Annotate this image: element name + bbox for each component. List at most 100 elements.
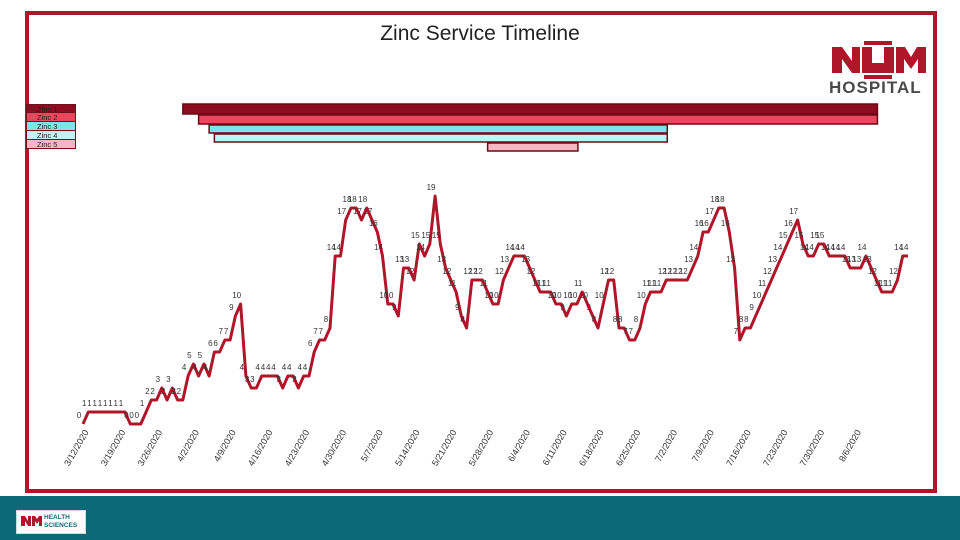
data-label: 8 [744,315,749,324]
data-label: 15 [411,231,420,240]
data-label: 12 [605,267,614,276]
data-label: 1 [87,399,92,408]
data-label: 11 [479,279,488,288]
unm-footer-logo-icon [21,516,42,526]
data-label: 11 [874,279,883,288]
x-tick-label: 4/16/2020 [246,428,275,468]
legend-entry: Zinc 4 [26,131,76,140]
data-label: 4 [192,363,197,372]
data-label: 0 [135,411,140,420]
data-label: 12 [526,267,535,276]
data-label: 6 [213,339,218,348]
x-tick-label: 6/25/2020 [614,428,643,468]
data-label: 15 [815,231,824,240]
data-label: 9 [229,303,234,312]
data-label: 18 [358,195,367,204]
data-label: 12 [600,267,609,276]
data-label: 13 [684,255,693,264]
data-label: 12 [668,267,677,276]
data-label: 14 [858,243,867,252]
x-tick-label: 7/23/2020 [761,428,790,468]
data-label: 9 [560,303,565,312]
data-label: 10 [579,291,588,300]
data-label: 10 [385,291,394,300]
data-label: 13 [400,255,409,264]
data-label: 14 [821,243,830,252]
data-label: 11 [884,279,893,288]
x-tick-label: 7/30/2020 [798,428,827,468]
x-tick-label: 7/9/2020 [690,428,716,463]
x-tick-label: 5/21/2020 [430,428,459,468]
data-label: 12 [868,267,877,276]
data-label: 11 [879,279,888,288]
data-label: 10 [752,291,761,300]
data-label: 0 [129,411,134,420]
data-label: 18 [343,195,352,204]
data-label: 10 [379,291,388,300]
data-label: 12 [679,267,688,276]
data-label: 16 [695,219,704,228]
data-label: 5 [187,351,192,360]
data-label: 13 [500,255,509,264]
data-label: 1 [114,399,119,408]
data-label: 10 [490,291,499,300]
data-label: 2 [171,387,176,396]
data-label: 12 [763,267,772,276]
data-label: 1 [93,399,98,408]
x-tick-label: 4/2/2020 [175,428,201,463]
data-label: 2 [161,387,166,396]
data-label: 11 [574,279,583,288]
data-label: 14 [900,243,909,252]
data-label: 15 [779,231,788,240]
data-label: 12 [495,267,504,276]
data-label: 14 [831,243,840,252]
data-label: 11 [758,279,767,288]
data-label: 10 [484,291,493,300]
data-label: 11 [642,279,651,288]
data-label: 8 [739,315,744,324]
data-label: 15 [810,231,819,240]
data-label: 14 [836,243,845,252]
data-label: 8 [460,315,465,324]
data-label: 1 [140,399,145,408]
data-label: 14 [505,243,514,252]
gantt-bar [486,142,579,152]
data-label: 4 [240,363,245,372]
data-label: 10 [232,291,241,300]
unm-logo-icon [832,41,926,79]
x-tick-label: 8/6/2020 [837,428,863,463]
data-label: 11 [653,279,662,288]
data-label: 9 [392,303,397,312]
data-label: 8 [613,315,618,324]
data-label: 7 [629,327,634,336]
data-label: 14 [516,243,525,252]
data-label: 13 [726,255,735,264]
data-label: 4 [271,363,276,372]
data-label: 6 [308,339,313,348]
data-label: 18 [710,195,719,204]
data-label: 17 [337,207,346,216]
data-label: 3 [292,375,297,384]
data-label: 4 [303,363,308,372]
data-label: 1 [82,399,87,408]
series-line [81,194,908,426]
data-label: 17 [364,207,373,216]
legend-entry: Zinc 5 [26,140,76,149]
data-label: 13 [521,255,530,264]
data-label: 14 [327,243,336,252]
data-label: 11 [532,279,541,288]
x-tick-label: 7/2/2020 [653,428,679,463]
data-label: 12 [406,267,415,276]
x-tick-label: 6/18/2020 [577,428,606,468]
data-label: 9 [455,303,460,312]
data-label: 4 [282,363,287,372]
data-label: 7 [734,327,739,336]
data-label: 14 [332,243,341,252]
data-label: 13 [437,255,446,264]
x-tick-label: 6/11/2020 [541,428,569,467]
data-label: 10 [553,291,562,300]
data-label: 14 [805,243,814,252]
data-label: 17 [353,207,362,216]
data-label: 12 [663,267,672,276]
